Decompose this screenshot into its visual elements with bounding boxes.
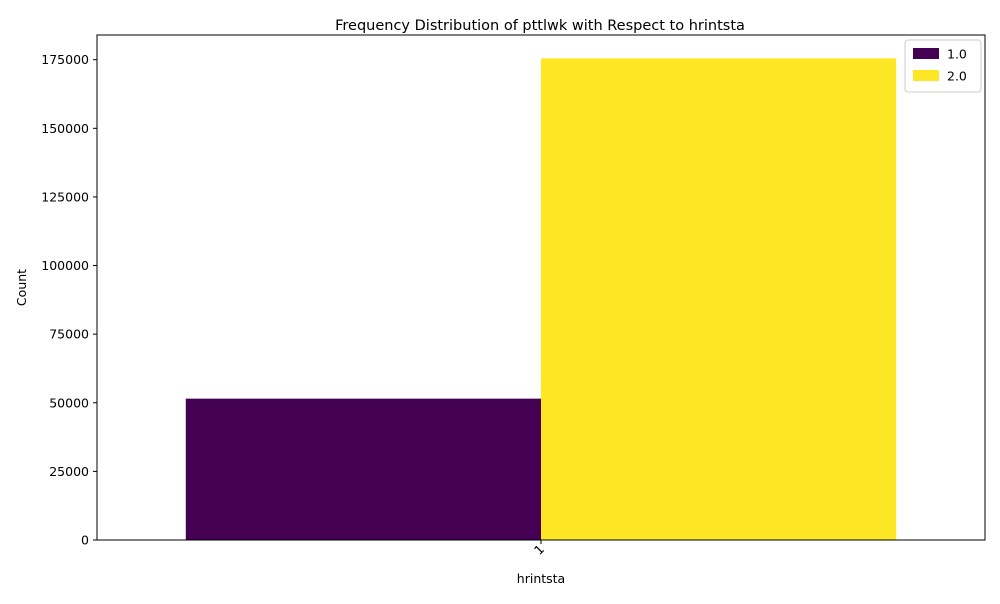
y-axis-label: Count: [14, 269, 29, 306]
y-tick-label: 100000: [41, 258, 89, 273]
plot-area: [185, 58, 897, 541]
y-tick-label: 175000: [41, 52, 89, 67]
x-tick-label: 1: [531, 542, 547, 558]
legend-label: 1.0: [947, 47, 967, 62]
legend: 1.02.0: [904, 39, 982, 93]
legend-box: [904, 39, 982, 93]
chart-title: Frequency Distribution of pttlwk with Re…: [335, 18, 745, 34]
y-tick-label: 25000: [49, 464, 89, 479]
bar: [541, 58, 897, 541]
y-tick-label: 125000: [41, 189, 89, 204]
x-axis-label: hrintsta: [517, 571, 565, 586]
y-tick-label: 75000: [49, 327, 89, 342]
y-tick-label: 150000: [41, 121, 89, 136]
bar: [185, 398, 542, 540]
legend-swatch: [913, 48, 939, 59]
y-tick-label: 0: [81, 533, 89, 548]
legend-label: 2.0: [947, 69, 967, 84]
x-axis: 1: [531, 540, 547, 558]
y-tick-label: 50000: [49, 395, 89, 410]
legend-swatch: [913, 70, 939, 81]
y-axis: 0 25000 50000 75000 100000 125000 150000 175000: [41, 52, 97, 548]
